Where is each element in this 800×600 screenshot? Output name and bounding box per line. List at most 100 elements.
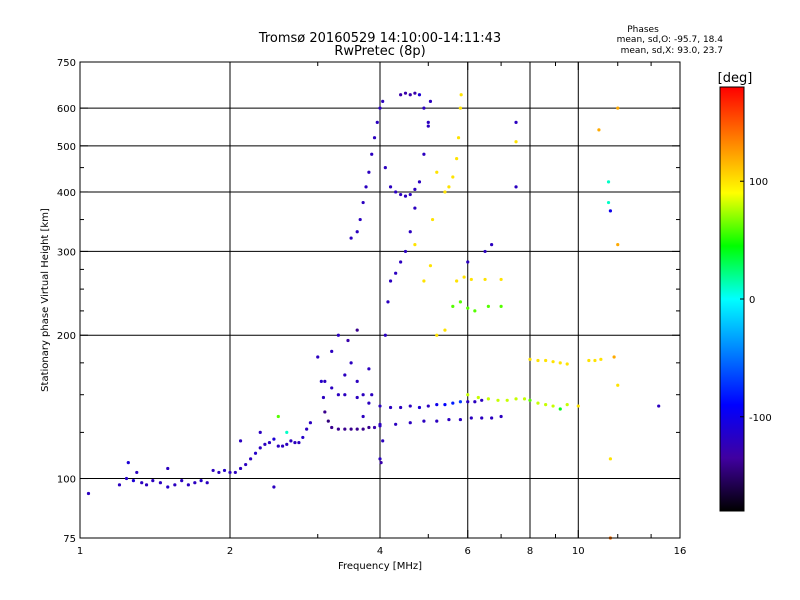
data-point — [135, 470, 139, 475]
data-point — [272, 437, 276, 441]
data-point — [355, 427, 359, 431]
data-point — [326, 419, 330, 423]
chart-title-line1: Tromsø 20160529 14:10:00-14:11:43 — [258, 31, 501, 46]
data-point — [466, 400, 470, 404]
y-tick-label: 500 — [57, 142, 76, 153]
data-point — [490, 416, 494, 420]
x-tick-label: 4 — [377, 546, 383, 557]
data-point — [258, 446, 262, 450]
data-point — [403, 91, 408, 95]
data-point — [408, 404, 412, 408]
data-point — [413, 243, 417, 247]
data-point — [349, 361, 353, 365]
data-point — [426, 124, 430, 128]
y-tick-label: 200 — [57, 331, 76, 342]
data-point — [458, 106, 463, 110]
data-point — [455, 279, 459, 283]
data-point — [428, 99, 433, 103]
data-point — [565, 362, 569, 366]
data-point — [399, 260, 403, 264]
data-point — [413, 187, 417, 191]
data-point — [379, 461, 383, 465]
data-point — [267, 440, 272, 445]
data-point — [451, 304, 455, 308]
data-point — [158, 481, 163, 485]
y-axis-label: Stationary phase Virtual Height [km] — [40, 208, 51, 392]
data-point — [616, 106, 620, 110]
y-tick-label: 75 — [63, 534, 76, 545]
data-point — [413, 206, 417, 210]
data-point — [144, 483, 149, 487]
data-point — [336, 427, 340, 431]
data-point — [173, 483, 177, 487]
data-point — [233, 470, 237, 475]
data-point — [499, 277, 503, 282]
data-point — [499, 304, 503, 308]
data-point — [343, 373, 347, 377]
data-point — [222, 468, 227, 473]
data-point — [456, 136, 461, 140]
data-point — [514, 120, 518, 124]
data-point — [435, 333, 439, 337]
data-point — [480, 416, 484, 420]
data-point — [466, 393, 470, 397]
chart-title-line2: RwPretec (8p) — [334, 44, 425, 59]
data-point — [388, 185, 393, 189]
data-point — [451, 175, 455, 179]
data-point — [597, 128, 601, 132]
data-point — [496, 398, 500, 402]
data-point — [355, 395, 359, 400]
data-point — [587, 358, 591, 363]
data-point — [358, 217, 362, 222]
data-point — [426, 404, 430, 408]
data-point — [576, 404, 580, 408]
data-point — [473, 400, 477, 404]
data-point — [253, 451, 258, 455]
data-point — [417, 93, 422, 97]
data-point — [378, 422, 382, 426]
x-tick-label: 8 — [527, 546, 533, 557]
data-point — [249, 457, 253, 461]
data-point — [426, 120, 430, 124]
data-point — [399, 405, 403, 410]
data-points — [86, 91, 661, 540]
data-point — [606, 180, 611, 184]
data-point — [336, 333, 340, 337]
data-point — [459, 93, 463, 97]
colorbar-tick-label: 100 — [749, 177, 768, 188]
colorbar-tick-label: 0 — [749, 295, 755, 306]
data-point — [394, 190, 398, 194]
data-point — [458, 417, 463, 422]
data-point — [514, 140, 518, 144]
data-point — [367, 170, 371, 174]
data-point — [428, 264, 433, 268]
stats-line-o: mean, sd,O: -95.7, 18.4 — [617, 35, 724, 45]
data-point — [657, 404, 661, 408]
data-point — [316, 355, 320, 359]
y-tick-label: 400 — [57, 188, 76, 199]
data-point — [330, 425, 334, 430]
data-point — [238, 466, 243, 471]
data-point — [126, 461, 130, 465]
data-point — [466, 260, 470, 264]
axis-ticks — [79, 61, 681, 539]
data-point — [293, 440, 297, 445]
stats-heading: Phases — [627, 25, 659, 35]
data-point — [305, 427, 309, 431]
data-point — [205, 481, 209, 485]
data-point — [280, 444, 285, 448]
data-point — [462, 275, 466, 279]
x-tick-label: 10 — [572, 546, 585, 557]
data-point — [323, 379, 327, 383]
data-point — [323, 410, 327, 414]
data-point — [364, 185, 368, 189]
data-point — [140, 481, 144, 485]
data-point — [381, 99, 385, 103]
data-point — [330, 349, 334, 353]
data-point — [514, 185, 518, 189]
x-tick-label: 2 — [227, 546, 233, 557]
data-point — [565, 402, 569, 407]
x-tick-label: 16 — [674, 546, 687, 557]
x-axis-label: Frequency [MHz] — [338, 561, 422, 572]
